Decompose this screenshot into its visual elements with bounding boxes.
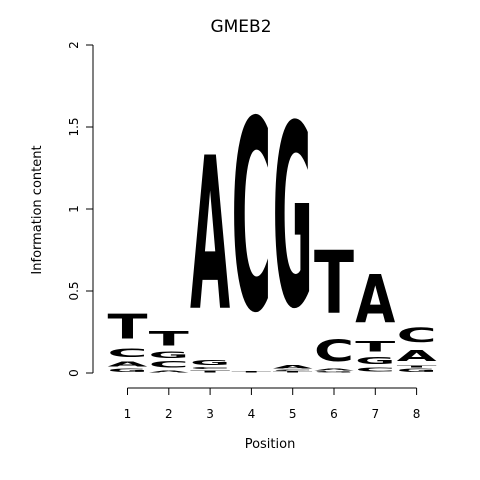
- logo-letter-C: C: [273, 370, 313, 372]
- logo-letter-A: A: [355, 262, 395, 339]
- logo-letter-T: T: [190, 370, 231, 373]
- logo-letter-T: T: [355, 339, 395, 355]
- x-tick-label: 7: [371, 407, 379, 421]
- logo-letter-G: G: [314, 371, 354, 373]
- chart-title: GMEB2: [210, 17, 271, 37]
- x-tick-label: 3: [206, 407, 214, 421]
- y-tick-label: 0.5: [67, 281, 81, 300]
- x-tick-label: 1: [124, 407, 132, 421]
- logo-letter-T: T: [273, 371, 314, 373]
- logo-letter-G: G: [108, 368, 148, 373]
- logo-letter-C: C: [108, 347, 148, 360]
- y-tick-label: 0: [67, 369, 81, 377]
- x-tick-label: 6: [330, 407, 338, 421]
- y-tick-label: 2: [67, 41, 81, 49]
- logo-letter-G: G: [273, 71, 313, 364]
- logo-letter-A: A: [397, 347, 438, 365]
- x-tick-label: 4: [248, 407, 256, 421]
- logo-letter-T: T: [149, 327, 189, 350]
- logo-letter-C: C: [149, 360, 189, 370]
- x-axis: 1 2 3 4 5 6 7 8: [124, 387, 421, 421]
- logo-letter-A: A: [190, 114, 230, 358]
- logo-letter-C: C: [190, 367, 230, 370]
- logo-letter-T: T: [108, 308, 148, 347]
- logo-letter-G: G: [190, 359, 230, 367]
- logo-letter-A: A: [314, 368, 355, 371]
- x-axis-label: Position: [245, 437, 296, 452]
- logo-letter-A: A: [108, 360, 149, 368]
- y-axis: 0 0.5 1 1.5 2: [67, 41, 94, 377]
- logo-letter-A: A: [149, 370, 190, 373]
- logo-letter-G: G: [355, 355, 395, 366]
- letter-stack-position-4: TC: [231, 65, 272, 373]
- logo-letter-G: G: [397, 368, 437, 373]
- logo-letter-C: C: [355, 367, 395, 374]
- logo-letter-C: C: [314, 334, 354, 368]
- logo-letter-C: C: [397, 324, 437, 347]
- x-tick-label: 5: [289, 407, 297, 421]
- y-tick-label: 1: [67, 205, 81, 213]
- y-tick-label: 1.5: [67, 117, 81, 136]
- logo-letter-T: T: [231, 371, 272, 373]
- x-tick-label: 8: [413, 407, 421, 421]
- logo-letter-C: C: [231, 65, 271, 371]
- x-tick-label: 2: [165, 407, 173, 421]
- y-axis-label: Information content: [30, 145, 45, 274]
- logo-letter-T: T: [314, 233, 354, 334]
- logo-letter-G: G: [149, 350, 189, 360]
- logo-letter-T: T: [397, 365, 438, 368]
- logo-letter-A: A: [273, 365, 314, 370]
